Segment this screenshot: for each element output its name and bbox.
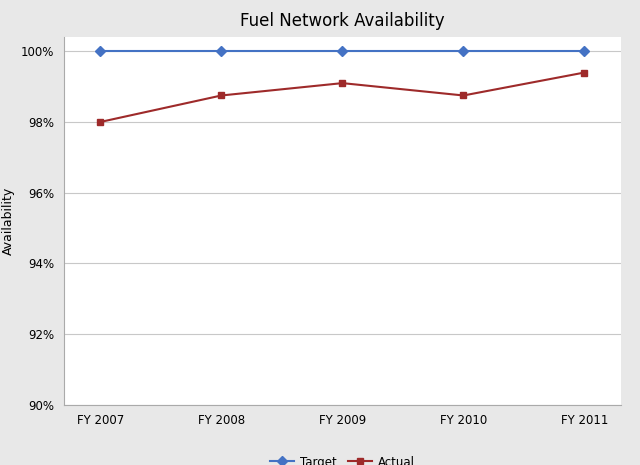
Target (339, 48, 346, 54)
Actual (97, 119, 104, 125)
Actual (460, 93, 467, 98)
Target (580, 48, 588, 54)
Target (218, 48, 225, 54)
Line: Target: Target (97, 48, 588, 55)
Y-axis label: Availability: Availability (3, 187, 15, 255)
Actual (580, 70, 588, 75)
Actual (339, 80, 346, 86)
Target (97, 48, 104, 54)
Line: Actual: Actual (97, 69, 588, 126)
Legend: Target, Actual: Target, Actual (266, 451, 419, 465)
Actual (218, 93, 225, 98)
Target (460, 48, 467, 54)
Title: Fuel Network Availability: Fuel Network Availability (240, 12, 445, 30)
